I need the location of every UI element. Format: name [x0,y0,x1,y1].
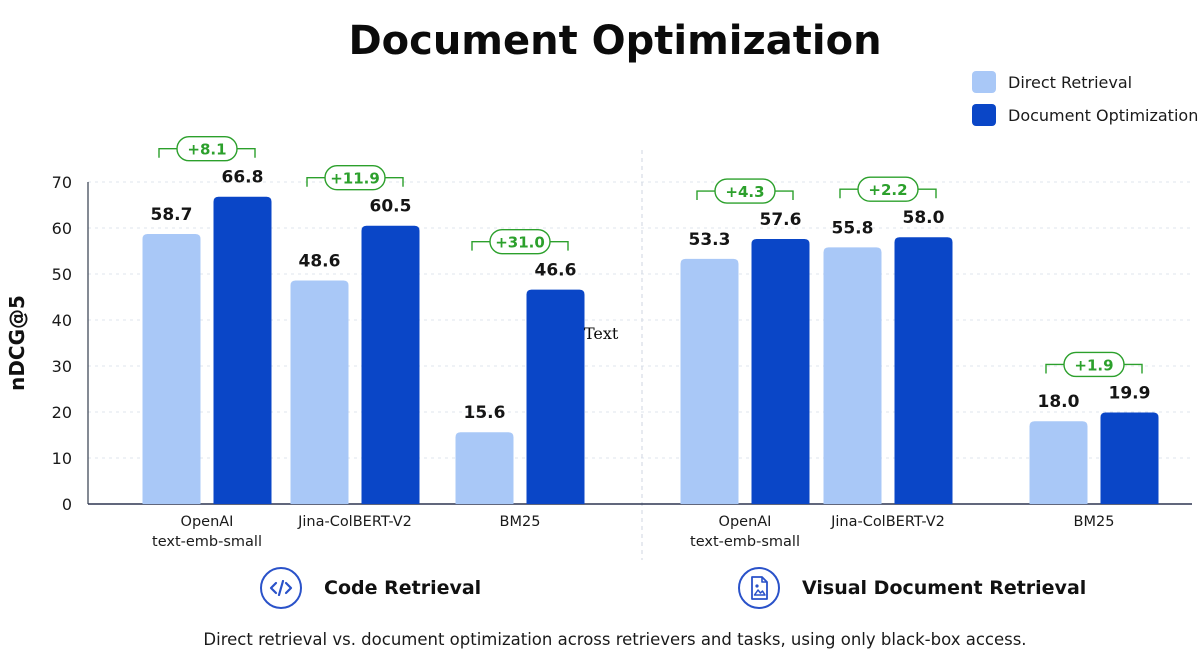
gain-pill [714,178,776,204]
gain-pill [1063,351,1125,378]
bar-value-label: 58.0 [903,208,945,228]
x-tick-label: OpenAI text-emb-small [152,514,262,550]
bar-value-label: 15.6 [464,403,506,423]
gain-pill [176,136,238,162]
group-label-code: Code Retrieval [260,567,481,609]
group-text-visual: Visual Document Retrieval [802,577,1087,599]
legend-item-direct: Direct Retrieval [972,70,1198,94]
x-tick-label: Jina-ColBERT-V2 [297,514,412,530]
bar-value-label: 46.6 [535,261,577,281]
gain-label: +31.0 [495,234,545,252]
caption: Direct retrieval vs. document optimizati… [203,630,1027,649]
gain-pill [489,228,551,255]
bar-value-label: 18.0 [1038,392,1080,412]
gain-label: +8.1 [187,141,226,159]
legend-swatch-optimized [972,104,996,126]
bar-direct-retrieval [1029,421,1088,504]
bar-value-label: 60.5 [370,197,412,217]
legend-label-optimized: Document Optimization [1008,105,1199,125]
bar-direct-retrieval [823,247,882,504]
stray-text: Text [584,324,619,343]
gain-label: +2.2 [868,181,907,199]
gain-pill [857,176,919,202]
bar-value-label: 66.8 [222,168,264,188]
bar-document-optimization [894,237,953,504]
bar-value-label: 58.7 [151,205,193,225]
y-tick-label: 30 [52,357,72,376]
bar-direct-retrieval [680,258,739,504]
x-tick-label: Jina-ColBERT-V2 [830,514,945,530]
legend: Direct Retrieval Document Optimization [972,70,1198,136]
chart-title: Document Optimization [348,18,882,64]
y-axis-label: nDCG@5 [5,295,29,391]
bar-value-label: 57.6 [760,210,802,230]
bar-direct-retrieval [455,432,514,504]
y-tick-label: 40 [52,311,72,330]
bar-document-optimization [1100,412,1159,504]
bar-value-label: 48.6 [299,251,341,271]
bar-direct-retrieval [142,233,201,505]
gain-bracket [839,188,937,199]
bar-document-optimization [526,289,585,504]
y-tick-label: 70 [52,173,72,192]
bar-document-optimization [361,225,420,504]
x-tick-label: BM25 [1074,514,1115,530]
gain-bracket [1045,363,1143,374]
legend-swatch-direct [972,71,996,93]
y-tick-label: 60 [52,219,72,238]
bar-document-optimization [213,196,272,504]
y-tick-label: 0 [62,495,72,514]
gain-label: +11.9 [330,170,380,188]
y-tick-label: 50 [52,265,72,284]
gain-label: +4.3 [725,183,764,201]
gain-bracket [306,177,404,187]
gain-label: +1.9 [1074,356,1113,374]
x-tick-label: BM25 [500,514,541,530]
gain-pill [324,164,386,191]
legend-label-direct: Direct Retrieval [1008,72,1133,92]
y-tick-label: 20 [52,403,72,422]
bar-value-label: 53.3 [689,230,731,250]
x-tick-label: OpenAI text-emb-small [690,514,800,550]
gain-bracket [696,190,794,201]
group-text-code: Code Retrieval [324,577,482,599]
image-document-icon [738,567,780,609]
bar-value-label: 19.9 [1109,383,1151,403]
gain-bracket [158,148,256,158]
group-label-visual: Visual Document Retrieval [738,567,1086,609]
code-icon [260,567,302,609]
bar-direct-retrieval [290,280,349,504]
y-tick-label: 10 [52,449,72,468]
bar-value-label: 55.8 [832,218,874,238]
legend-item-optimized: Document Optimization [972,103,1198,127]
bar-document-optimization [751,239,810,505]
gain-bracket [471,240,569,251]
